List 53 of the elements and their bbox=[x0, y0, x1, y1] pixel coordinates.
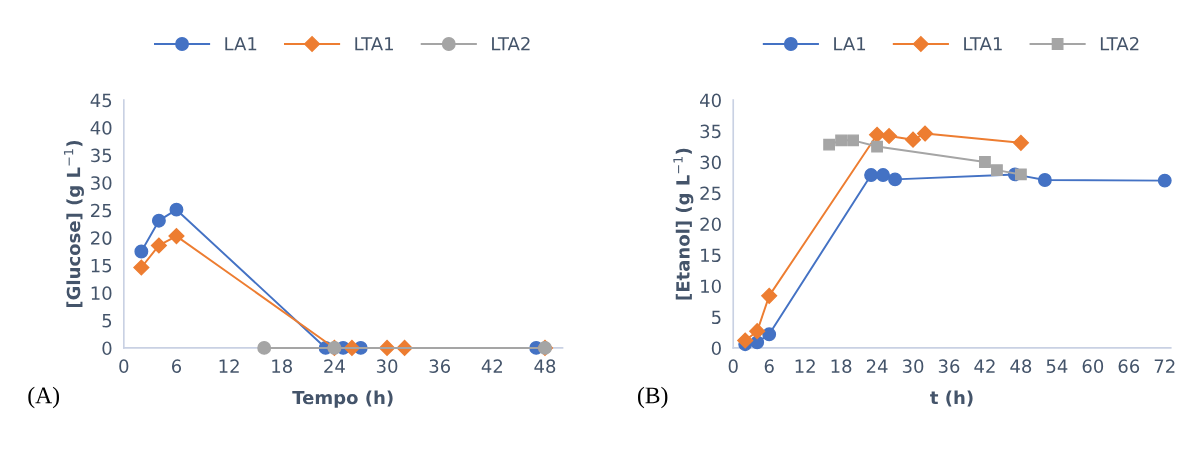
x-axis-title: t (h) bbox=[930, 390, 973, 407]
x-tick-label: 0 bbox=[728, 359, 738, 374]
y-tick-label: 0 bbox=[102, 341, 112, 356]
legend-label: LTA1 bbox=[964, 37, 1002, 51]
x-axis-title: Tempo (h) bbox=[292, 390, 393, 408]
legend-label: LA1 bbox=[225, 37, 257, 51]
x-tick-label: 42 bbox=[974, 359, 995, 373]
x-tick-label: 12 bbox=[219, 359, 239, 373]
y-axis-title: [Glucose] (g L$^{−1}$) bbox=[63, 140, 84, 308]
x-tick-label: 36 bbox=[938, 359, 960, 374]
y-tick-label: 20 bbox=[91, 231, 112, 245]
x-tick-label: 60 bbox=[1082, 359, 1104, 374]
y-tick-label: 10 bbox=[91, 286, 112, 300]
x-tick-label: 0 bbox=[119, 359, 129, 374]
x-tick-label: 18 bbox=[272, 359, 292, 374]
y-tick-label: 5 bbox=[712, 310, 721, 325]
x-tick-label: 24 bbox=[866, 359, 888, 373]
text: (B) bbox=[638, 386, 668, 409]
x-tick-label: 30 bbox=[902, 359, 924, 374]
x-tick-label: 42 bbox=[481, 359, 503, 373]
y-tick-label: 15 bbox=[91, 259, 112, 273]
x-tick-label: 48 bbox=[534, 359, 556, 374]
y-tick-label: 30 bbox=[91, 176, 112, 190]
x-tick-label: 6 bbox=[764, 359, 774, 374]
x-tick-label: 30 bbox=[376, 359, 398, 374]
x-tick-label: 12 bbox=[795, 359, 815, 373]
legend-label: LTA2 bbox=[1100, 36, 1139, 51]
legend-label: LA1 bbox=[834, 37, 866, 51]
y-tick-label: 10 bbox=[701, 279, 721, 294]
y-tick-label: 40 bbox=[700, 93, 721, 108]
y-tick-label: 35 bbox=[700, 124, 721, 139]
x-tick-label: 6 bbox=[171, 359, 182, 374]
y-tick-label: 40 bbox=[90, 121, 112, 135]
y-tick-label: 15 bbox=[701, 248, 721, 263]
x-tick-label: 54 bbox=[1046, 359, 1068, 374]
legend-label: LTA2 bbox=[492, 36, 530, 51]
x-tick-label: 66 bbox=[1118, 359, 1140, 374]
y-tick-label: 25 bbox=[700, 186, 721, 201]
y-tick-label: 35 bbox=[91, 148, 112, 163]
y-tick-label: 45 bbox=[90, 93, 112, 108]
x-tick-label: 72 bbox=[1154, 359, 1175, 373]
y-tick-label: 25 bbox=[91, 203, 112, 218]
x-tick-label: 36 bbox=[429, 359, 451, 374]
y-axis-title: [Etanol] (g L$^{−1}$) bbox=[673, 148, 694, 300]
y-tick-label: 5 bbox=[102, 314, 112, 328]
x-tick-label: 48 bbox=[1010, 359, 1032, 374]
y-tick-label: 20 bbox=[700, 217, 721, 232]
x-tick-label: 24 bbox=[324, 359, 345, 373]
x-tick-label: 18 bbox=[831, 359, 852, 374]
legend-label: LTA1 bbox=[355, 37, 393, 51]
y-tick-label: 30 bbox=[700, 155, 721, 170]
text: (A) bbox=[28, 386, 60, 409]
y-tick-label: 0 bbox=[711, 341, 721, 356]
